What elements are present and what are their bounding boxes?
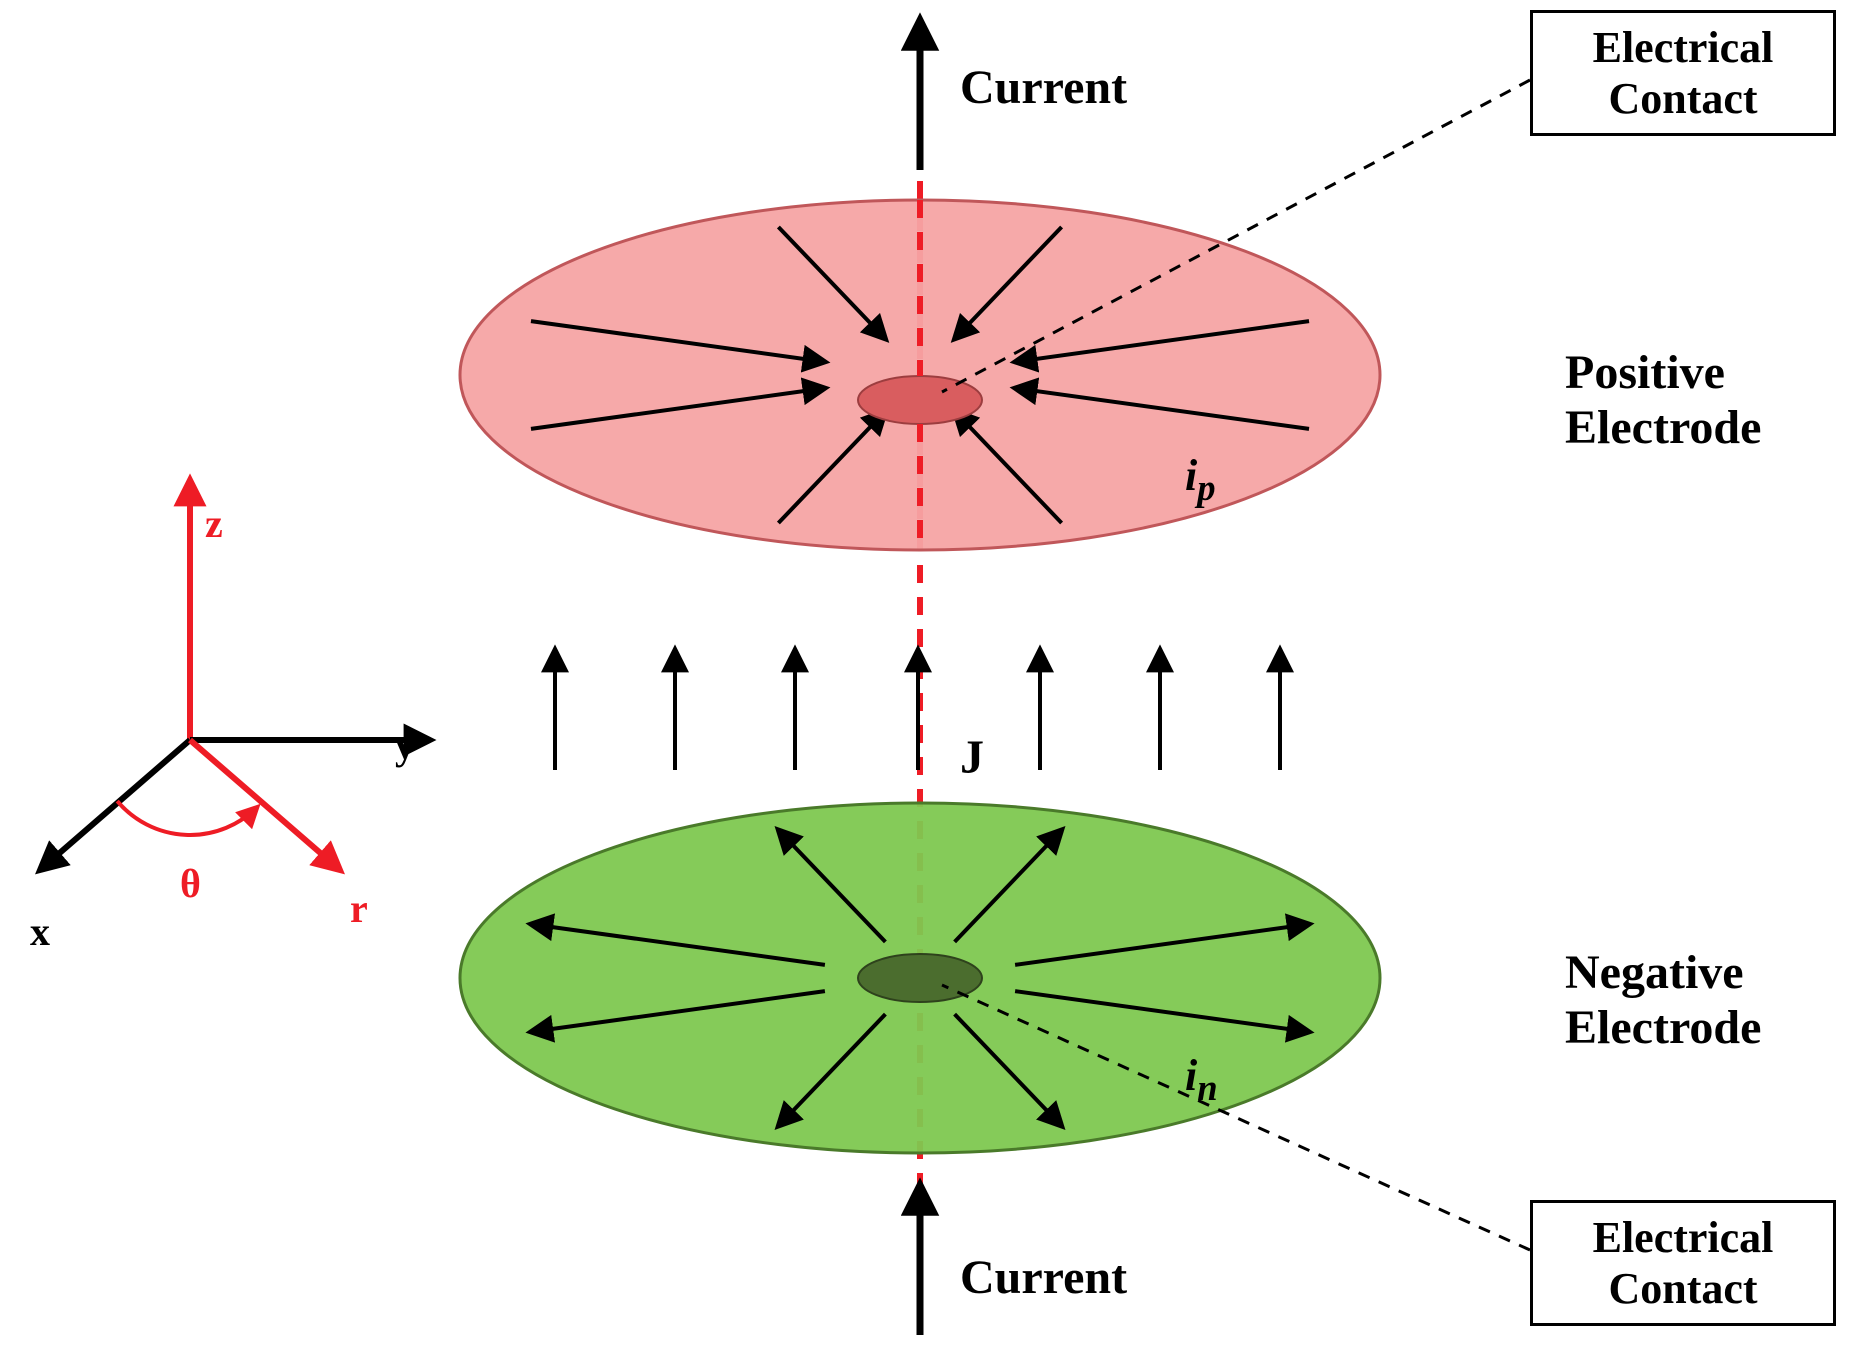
label-current-top: Current [960, 60, 1127, 115]
electrode-diagram [0, 0, 1864, 1357]
label-negative-electrode: Negative Electrode [1565, 945, 1761, 1055]
axis-label-x: x [30, 908, 50, 955]
label-in: in [1185, 1050, 1218, 1109]
label-J: J [960, 730, 984, 785]
label-current-bottom: Current [960, 1250, 1127, 1305]
axis-label-z: z [205, 500, 223, 547]
axis-label-r: r [350, 885, 368, 932]
axis-label-theta: θ [180, 860, 201, 907]
callout-electrical-contact-top: Electrical Contact [1530, 10, 1836, 136]
axis-label-y: y [395, 722, 415, 769]
label-ip: ip [1185, 450, 1216, 509]
callout-top-line2: Contact [1533, 73, 1833, 124]
callout-electrical-contact-bottom: Electrical Contact [1530, 1200, 1836, 1326]
callout-bottom-line1: Electrical [1533, 1212, 1833, 1263]
callout-bottom-line2: Contact [1533, 1263, 1833, 1314]
callout-top-line1: Electrical [1533, 22, 1833, 73]
label-positive-electrode: Positive Electrode [1565, 345, 1761, 455]
